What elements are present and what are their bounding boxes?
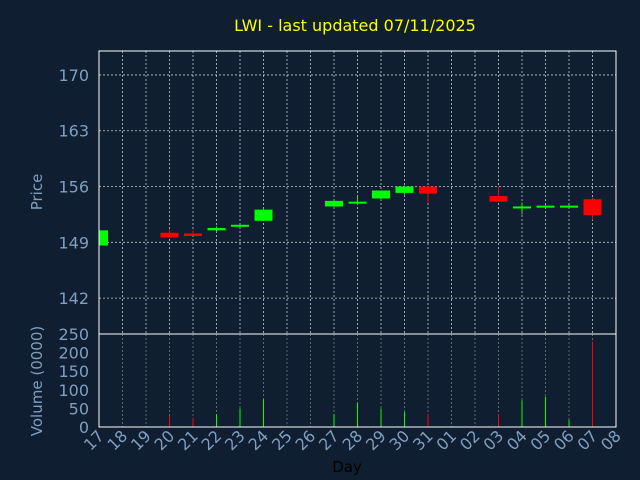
price-y-tick-label: 142 [58,289,89,308]
volume-y-tick-label: 100 [58,381,89,400]
price-axis-label: Price [28,174,46,211]
x-tick-labels: 1718192021222324252627282930310102030405… [80,426,625,454]
candle-body [560,205,578,208]
price-y-tick-label: 156 [58,178,89,197]
candle-body [207,227,226,231]
chart-title: LWI - last updated 07/11/2025 [234,16,476,35]
candle-body [184,233,202,236]
price-y-tick-label: 163 [58,122,89,141]
candle-body [513,206,531,209]
x-axis-label: Day [332,458,362,476]
volume-y-tick-label: 250 [58,325,89,344]
candle-body [99,230,108,246]
volume-y-tick-label: 200 [58,344,89,363]
candle-body [395,186,414,193]
price-y-tick-labels: 142 149 156 163 170 [58,66,89,308]
candle-body [489,196,508,202]
volume-y-tick-label: 50 [69,399,89,418]
price-y-tick-label: 170 [58,66,89,85]
candle-body [348,201,367,204]
candle-body [372,190,390,199]
candle-body [160,232,179,238]
volume-axis-label: Volume (0000) [28,326,46,436]
candlesticks [98,185,602,248]
price-gridlines [98,51,617,334]
candle-body [325,200,343,207]
price-y-tick-label: 149 [58,233,89,252]
candle-body [254,209,273,221]
volume-y-tick-label: 150 [58,362,89,381]
candle-body [419,186,437,194]
volume-y-tick-label: 0 [79,418,89,437]
volume-panel-frame [98,333,617,428]
candle-body [536,205,555,208]
volume-bars [98,341,593,427]
x-tick-label: 08 [597,426,625,454]
candle-body [583,199,602,216]
candle-body [231,224,249,227]
